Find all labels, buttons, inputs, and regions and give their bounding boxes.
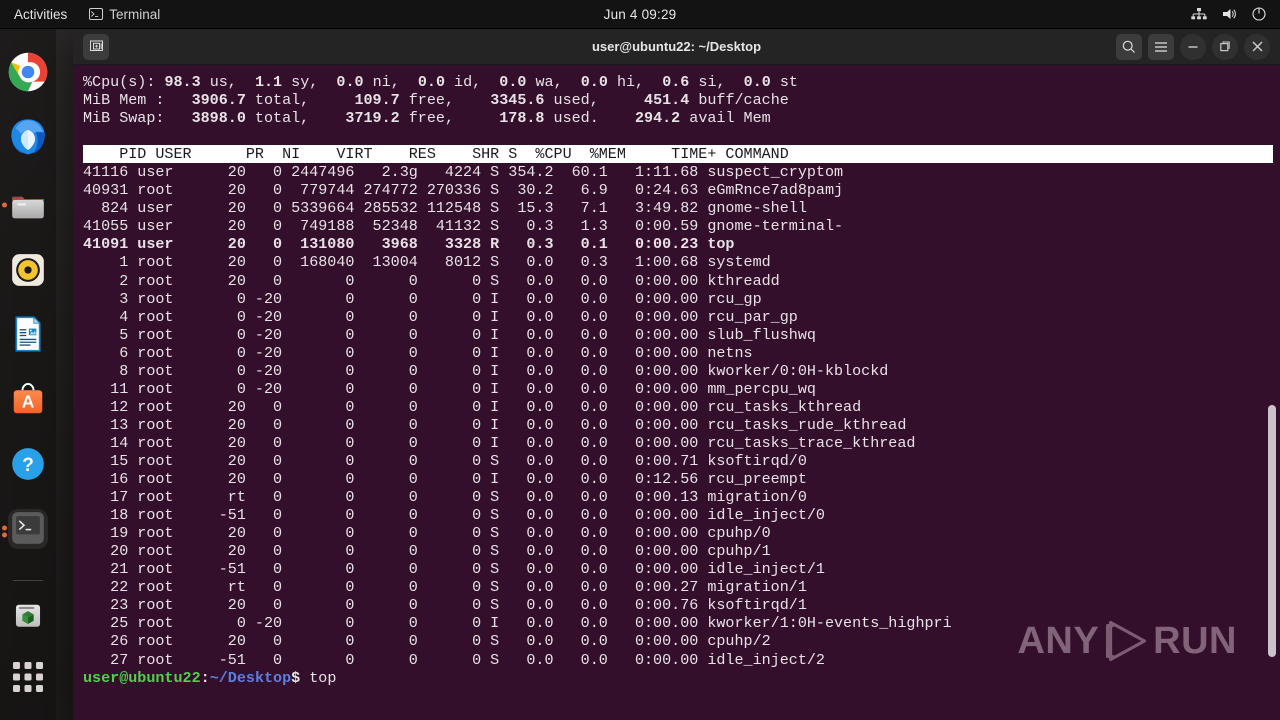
svg-text:A: A xyxy=(22,392,35,412)
svg-text:?: ? xyxy=(22,455,34,476)
